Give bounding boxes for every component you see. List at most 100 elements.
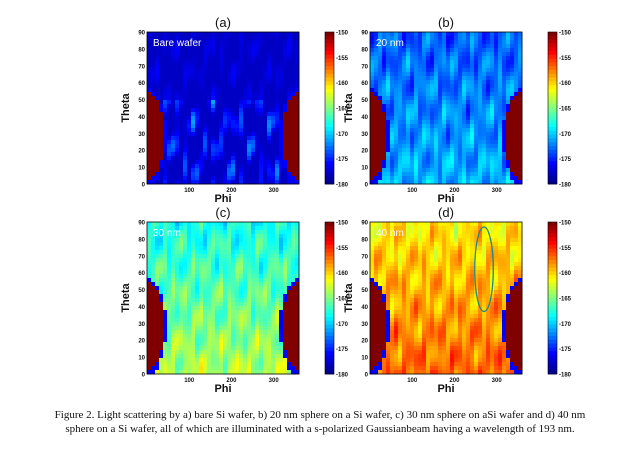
colorbar-tick-label: -160 (559, 81, 572, 87)
heatmap-svg-c: (c) 30 nm 0 10 20 30 40 50 60 70 80 90 100 200 300 Phi T… (120, 205, 349, 395)
panel-label-d: (d) (438, 205, 454, 220)
heatmap-svg-b: (b) 20 nm 0 10 20 30 40 50 60 70 80 90 100 200 300 Phi T… (343, 15, 572, 205)
y-tick-label: 30 (361, 132, 368, 138)
colorbar-tick-label: -170 (336, 322, 349, 328)
annotation-c: 30 nm (153, 228, 181, 239)
y-tick-label: 20 (138, 149, 145, 155)
y-tick-label: 70 (138, 64, 145, 70)
colorbar-a (324, 31, 335, 185)
highlight-ellipse (474, 226, 494, 313)
y-tick-label: 60 (361, 271, 368, 277)
heatmap-panel-b: (b) 20 nm 0 10 20 30 40 50 60 70 80 90 100 200 300 Phi T… (338, 15, 628, 205)
colorbar-b (547, 31, 558, 185)
colorbar-tick-label: -165 (559, 107, 572, 113)
y-tick-label: 90 (361, 31, 368, 37)
heatmap-panel-a: (a) Bare wafer 0 10 20 30 40 50 60 70 80 90 100 200 30… (115, 15, 405, 205)
colorbar-tick-label: -150 (559, 31, 572, 37)
y-tick-label: 60 (138, 271, 145, 277)
heat-field-c (147, 222, 300, 375)
y-tick-label: 70 (361, 64, 368, 70)
annotation-d: 40 nm (376, 228, 404, 239)
colorbar-tick-label: -180 (559, 183, 572, 189)
x-tick-label: 300 (269, 378, 280, 384)
heatmap-panel-c: (c) 30 nm 0 10 20 30 40 50 60 70 80 90 100 200 300 Phi T… (115, 205, 405, 395)
y-axis-label: Theta (120, 92, 132, 122)
colorbar-tick-label: -175 (559, 347, 572, 353)
x-tick-label: 100 (184, 378, 195, 384)
colorbar-tick-label: -155 (559, 246, 572, 252)
y-tick-label: 40 (361, 305, 368, 311)
colorbar-tick-label: -180 (559, 373, 572, 379)
heat-field-a (147, 32, 300, 185)
y-tick-label: 80 (361, 237, 368, 243)
colorbar-tick-label: -150 (336, 31, 349, 37)
heatmap-svg-d: (d) 40 nm 0 10 20 30 40 50 60 70 80 90 100 200 300 Phi T… (343, 205, 572, 395)
y-tick-label: 90 (138, 31, 145, 37)
y-tick-label: 90 (138, 221, 145, 227)
y-tick-label: 20 (138, 339, 145, 345)
colorbar-tick-label: -170 (559, 132, 572, 138)
y-axis-label: Theta (343, 92, 355, 122)
y-tick-label: 60 (361, 81, 368, 87)
panel-label-a: (a) (215, 15, 231, 30)
colorbar-tick-label: -160 (336, 271, 349, 277)
y-tick-label: 30 (138, 132, 145, 138)
x-tick-label: 100 (184, 188, 195, 194)
colorbar-tick-label: -155 (336, 56, 349, 62)
x-tick-label: 100 (407, 188, 418, 194)
colorbar-tick-label: -170 (559, 322, 572, 328)
y-tick-label: 0 (365, 183, 369, 189)
y-tick-label: 40 (138, 115, 145, 121)
x-tick-label: 100 (407, 378, 418, 384)
y-axis-label: Theta (120, 282, 132, 312)
colorbar-tick-label: -150 (559, 221, 572, 227)
heatmap-svg-a: (a) Bare wafer 0 10 20 30 40 50 60 70 80 90 100 200 30… (120, 15, 349, 205)
y-tick-label: 0 (142, 373, 146, 379)
y-tick-label: 50 (138, 288, 145, 294)
colorbar-tick-label: -155 (559, 56, 572, 62)
y-tick-label: 80 (138, 47, 145, 53)
y-tick-label: 70 (361, 254, 368, 260)
y-tick-label: 20 (361, 339, 368, 345)
x-tick-label: 200 (449, 378, 460, 384)
colorbar-tick-label: -180 (336, 373, 349, 379)
colorbar-tick-label: -175 (336, 157, 349, 163)
colorbar-d (547, 221, 558, 375)
colorbar-tick-label: -175 (559, 157, 572, 163)
colorbar-tick-label: -180 (336, 183, 349, 189)
colorbar-tick-label: -165 (336, 107, 349, 113)
colorbar-tick-label: -160 (559, 271, 572, 277)
x-tick-label: 200 (449, 188, 460, 194)
colorbar-tick-label: -165 (336, 297, 349, 303)
y-tick-label: 90 (361, 221, 368, 227)
y-axis-label: Theta (343, 282, 355, 312)
y-tick-label: 70 (138, 254, 145, 260)
colorbar-tick-label: -175 (336, 347, 349, 353)
y-tick-label: 30 (138, 322, 145, 328)
x-axis-label: Phi (214, 383, 231, 395)
annotation-b: 20 nm (376, 38, 404, 49)
y-tick-label: 60 (138, 81, 145, 87)
y-tick-label: 50 (138, 98, 145, 104)
panel-label-c: (c) (215, 205, 230, 220)
x-axis-label: Phi (214, 193, 231, 205)
colorbar-tick-label: -150 (336, 221, 349, 227)
y-tick-label: 10 (361, 166, 368, 172)
y-tick-label: 80 (138, 237, 145, 243)
y-tick-label: 50 (361, 98, 368, 104)
heat-field-d (370, 222, 523, 375)
x-tick-label: 300 (492, 378, 503, 384)
colorbar-tick-label: -155 (336, 246, 349, 252)
x-tick-label: 200 (226, 188, 237, 194)
colorbar-tick-label: -160 (336, 81, 349, 87)
heatmap-panel-d: (d) 40 nm 0 10 20 30 40 50 60 70 80 90 100 200 300 Phi T… (338, 205, 628, 395)
y-tick-label: 10 (138, 356, 145, 362)
figure-caption: Figure 2. Light scattering by a) bare Si… (54, 409, 586, 435)
x-tick-label: 300 (269, 188, 280, 194)
x-tick-label: 200 (226, 378, 237, 384)
y-tick-label: 80 (361, 47, 368, 53)
x-axis-label: Phi (437, 193, 454, 205)
colorbar-c (324, 221, 335, 375)
y-tick-label: 0 (365, 373, 369, 379)
y-tick-label: 10 (361, 356, 368, 362)
